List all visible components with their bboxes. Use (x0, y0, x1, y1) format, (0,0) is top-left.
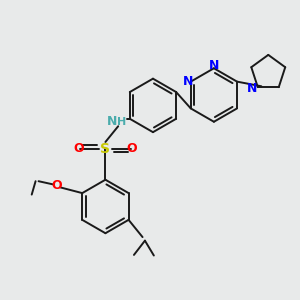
Text: O: O (127, 142, 137, 155)
Text: H: H (117, 117, 126, 127)
Text: S: S (100, 142, 110, 155)
Text: N: N (183, 75, 194, 88)
Text: N: N (107, 115, 117, 128)
Text: O: O (74, 142, 84, 155)
Text: N: N (247, 82, 258, 95)
Text: N: N (209, 59, 219, 72)
Text: O: O (52, 179, 62, 192)
